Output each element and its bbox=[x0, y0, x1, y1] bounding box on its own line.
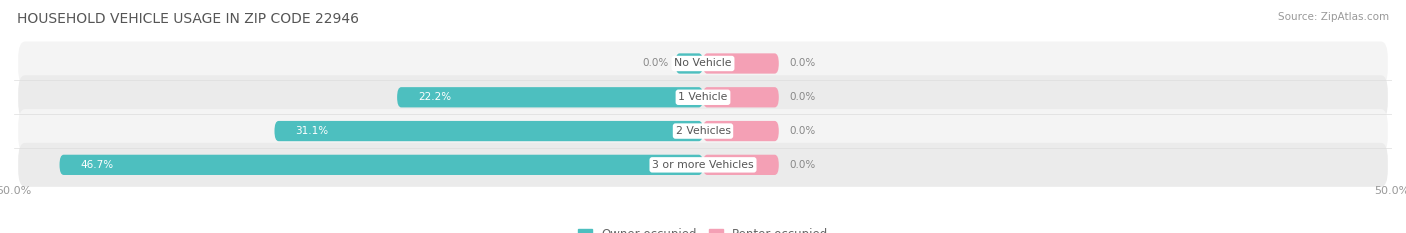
Text: 0.0%: 0.0% bbox=[790, 92, 815, 102]
Text: 1 Vehicle: 1 Vehicle bbox=[678, 92, 728, 102]
Text: 46.7%: 46.7% bbox=[80, 160, 114, 170]
Text: 22.2%: 22.2% bbox=[418, 92, 451, 102]
Text: 0.0%: 0.0% bbox=[643, 58, 669, 69]
FancyBboxPatch shape bbox=[396, 87, 703, 107]
Text: 3 or more Vehicles: 3 or more Vehicles bbox=[652, 160, 754, 170]
FancyBboxPatch shape bbox=[18, 109, 1388, 153]
FancyBboxPatch shape bbox=[274, 121, 703, 141]
Text: Source: ZipAtlas.com: Source: ZipAtlas.com bbox=[1278, 12, 1389, 22]
FancyBboxPatch shape bbox=[675, 53, 703, 74]
Text: No Vehicle: No Vehicle bbox=[675, 58, 731, 69]
FancyBboxPatch shape bbox=[18, 143, 1388, 187]
Text: 31.1%: 31.1% bbox=[295, 126, 328, 136]
FancyBboxPatch shape bbox=[703, 87, 779, 107]
FancyBboxPatch shape bbox=[703, 53, 779, 74]
Text: HOUSEHOLD VEHICLE USAGE IN ZIP CODE 22946: HOUSEHOLD VEHICLE USAGE IN ZIP CODE 2294… bbox=[17, 12, 359, 26]
Legend: Owner-occupied, Renter-occupied: Owner-occupied, Renter-occupied bbox=[572, 224, 834, 233]
FancyBboxPatch shape bbox=[59, 155, 703, 175]
Text: 0.0%: 0.0% bbox=[790, 58, 815, 69]
Text: 0.0%: 0.0% bbox=[790, 126, 815, 136]
FancyBboxPatch shape bbox=[703, 121, 779, 141]
FancyBboxPatch shape bbox=[18, 41, 1388, 86]
Text: 2 Vehicles: 2 Vehicles bbox=[675, 126, 731, 136]
FancyBboxPatch shape bbox=[703, 155, 779, 175]
FancyBboxPatch shape bbox=[18, 75, 1388, 119]
Text: 0.0%: 0.0% bbox=[790, 160, 815, 170]
